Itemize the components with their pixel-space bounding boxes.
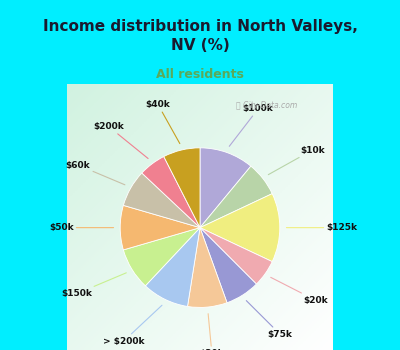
Wedge shape: [120, 205, 200, 250]
Text: $75k: $75k: [246, 301, 292, 339]
Text: $125k: $125k: [286, 223, 357, 232]
Wedge shape: [200, 148, 251, 228]
Wedge shape: [123, 228, 200, 286]
Text: Income distribution in North Valleys,
NV (%): Income distribution in North Valleys, NV…: [42, 19, 358, 53]
Text: $150k: $150k: [61, 273, 126, 298]
Text: $10k: $10k: [268, 146, 324, 175]
Wedge shape: [123, 173, 200, 228]
Wedge shape: [200, 194, 280, 261]
Wedge shape: [200, 166, 272, 228]
Text: $60k: $60k: [66, 161, 125, 185]
Text: $20k: $20k: [271, 277, 328, 305]
Text: $50k: $50k: [49, 223, 114, 232]
Wedge shape: [142, 156, 200, 228]
Wedge shape: [145, 228, 200, 307]
Text: All residents: All residents: [156, 68, 244, 80]
Wedge shape: [164, 148, 200, 228]
Text: $40k: $40k: [146, 100, 180, 144]
Wedge shape: [200, 228, 272, 284]
Text: $30k: $30k: [200, 314, 224, 350]
Wedge shape: [188, 228, 227, 307]
Text: $100k: $100k: [229, 104, 274, 146]
Text: $200k: $200k: [93, 122, 148, 159]
Text: > $200k: > $200k: [103, 305, 162, 345]
Wedge shape: [200, 228, 256, 303]
Text: ⓘ City-Data.com: ⓘ City-Data.com: [236, 101, 297, 110]
